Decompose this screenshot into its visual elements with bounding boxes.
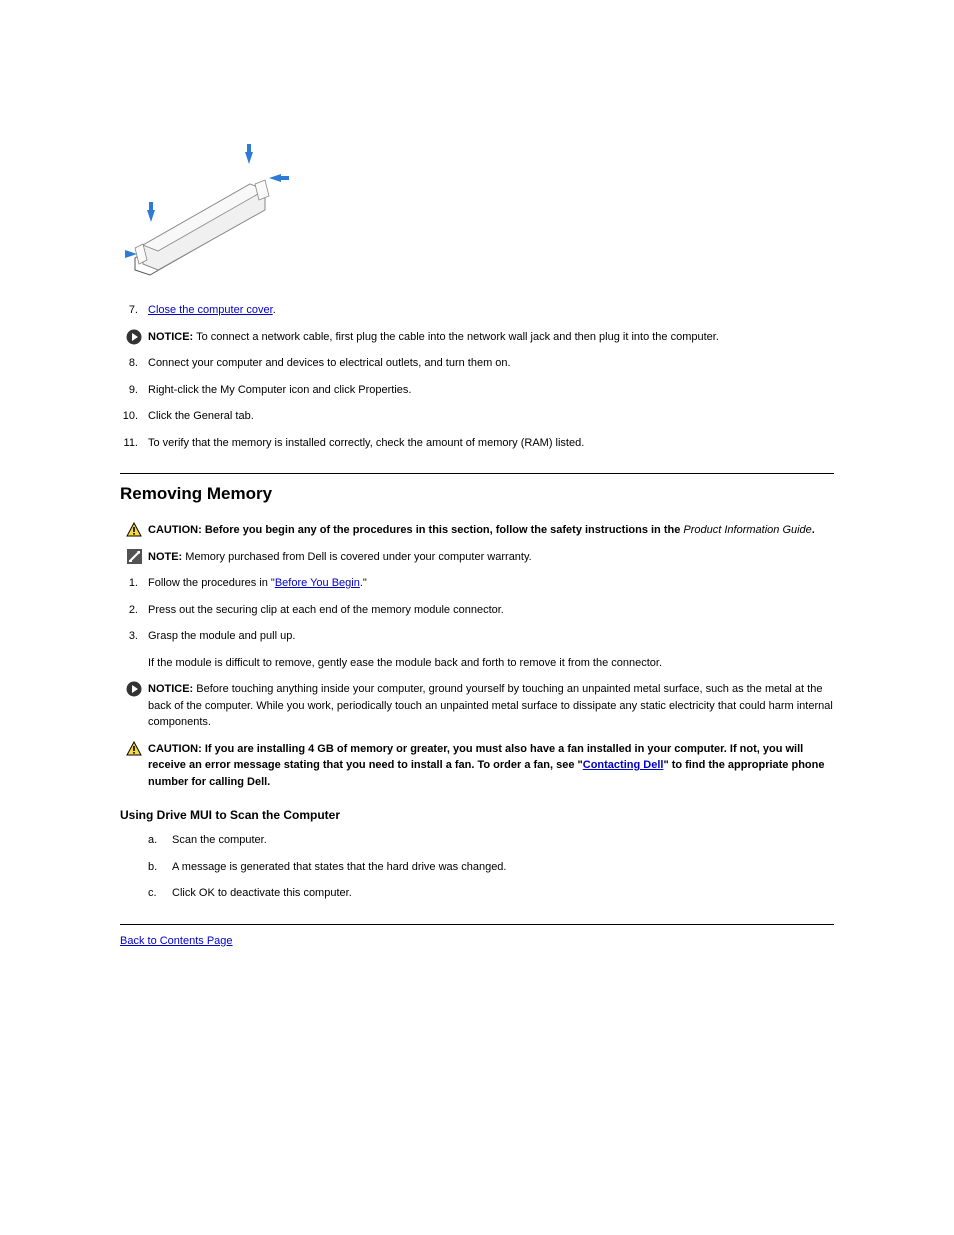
step-7-number: 7. [120, 302, 148, 319]
remove-step-1-number: 1. [120, 575, 148, 592]
note1-text: Memory purchased from Dell is covered un… [182, 551, 532, 563]
notice-connect-cable: NOTICE: To connect a network cable, firs… [120, 329, 834, 346]
notice-icon-2 [120, 681, 148, 731]
notice1-label: NOTICE: [148, 331, 193, 343]
step-8: 8. Connect your computer and devices to … [120, 355, 834, 372]
before-you-begin-link[interactable]: Before You Begin [275, 577, 360, 589]
notice2-label: NOTICE: [148, 683, 193, 695]
step-9: 9. Right-click the My Computer icon and … [120, 382, 834, 399]
remove-step-2-number: 2. [120, 602, 148, 619]
scan-step-a: a. Scan the computer. [148, 832, 834, 849]
caution1-label: CAUTION: Before you begin any of the pro… [148, 524, 683, 536]
note1-label: NOTE: [148, 551, 182, 563]
caution-fan-required: CAUTION: If you are installing 4 GB of m… [120, 741, 834, 791]
scan-b-marker: b. [148, 859, 172, 876]
step-11-number: 11. [120, 435, 148, 452]
step-10-number: 10. [120, 408, 148, 425]
step-11: 11. To verify that the memory is install… [120, 435, 834, 452]
caution-icon [120, 522, 148, 539]
remove-step-2: 2. Press out the securing clip at each e… [120, 602, 834, 619]
step-7-text: Close the computer cover. [148, 302, 834, 319]
close-cover-link[interactable]: Close the computer cover [148, 304, 273, 316]
notice2-text: Before touching anything inside your com… [148, 683, 833, 728]
scan-a-marker: a. [148, 832, 172, 849]
page-content: 7. Close the computer cover. NOTICE: To … [0, 0, 954, 1007]
caution-icon-2 [120, 741, 148, 791]
remove-step-3-number: 3. [120, 628, 148, 645]
back-to-contents-link[interactable]: Back to Contents Page [120, 935, 233, 947]
note-warranty: NOTE: Memory purchased from Dell is cove… [120, 549, 834, 566]
caution-safety: CAUTION: Before you begin any of the pro… [120, 522, 834, 539]
section-divider-1 [120, 473, 834, 474]
remove-difficulty-note: If the module is difficult to remove, ge… [120, 655, 834, 672]
step-8-text: Connect your computer and devices to ele… [148, 355, 834, 372]
memory-module-diagram [125, 140, 295, 290]
scan-b-text: A message is generated that states that … [172, 859, 507, 876]
remove-step-3: 3. Grasp the module and pull up. [120, 628, 834, 645]
remove-step-1-text: Follow the procedures in "Before You Beg… [148, 575, 834, 592]
step-11-text: To verify that the memory is installed c… [148, 435, 834, 452]
contacting-dell-link[interactable]: Contacting Dell [583, 759, 664, 771]
scan-c-text: Click OK to deactivate this computer. [172, 885, 352, 902]
note-icon [120, 549, 148, 566]
notice-ground-yourself: NOTICE: Before touching anything inside … [120, 681, 834, 731]
notice1-text: To connect a network cable, first plug t… [193, 331, 719, 343]
removing-memory-heading: Removing Memory [120, 484, 834, 504]
remove-step-1: 1. Follow the procedures in "Before You … [120, 575, 834, 592]
back-to-contents: Back to Contents Page [120, 935, 834, 947]
step-8-number: 8. [120, 355, 148, 372]
scan-c-marker: c. [148, 885, 172, 902]
remove-step-3-text: Grasp the module and pull up. [148, 628, 834, 645]
scan-steps: a. Scan the computer. b. A message is ge… [120, 832, 834, 902]
step-7-period: . [273, 304, 276, 316]
notice-icon [120, 329, 148, 346]
caution1-italic: Product Information Guide [683, 524, 811, 536]
scan-step-b: b. A message is generated that states th… [148, 859, 834, 876]
step-10: 10. Click the General tab. [120, 408, 834, 425]
scan-step-c: c. Click OK to deactivate this computer. [148, 885, 834, 902]
caution1-tail: . [812, 524, 815, 536]
drive-mui-heading: Using Drive MUI to Scan the Computer [120, 808, 834, 822]
step-7: 7. Close the computer cover. [120, 302, 834, 319]
scan-a-text: Scan the computer. [172, 832, 267, 849]
step-9-number: 9. [120, 382, 148, 399]
step-9-text: Right-click the My Computer icon and cli… [148, 382, 834, 399]
section-divider-2 [120, 924, 834, 925]
remove-step-2-text: Press out the securing clip at each end … [148, 602, 834, 619]
step-10-text: Click the General tab. [148, 408, 834, 425]
